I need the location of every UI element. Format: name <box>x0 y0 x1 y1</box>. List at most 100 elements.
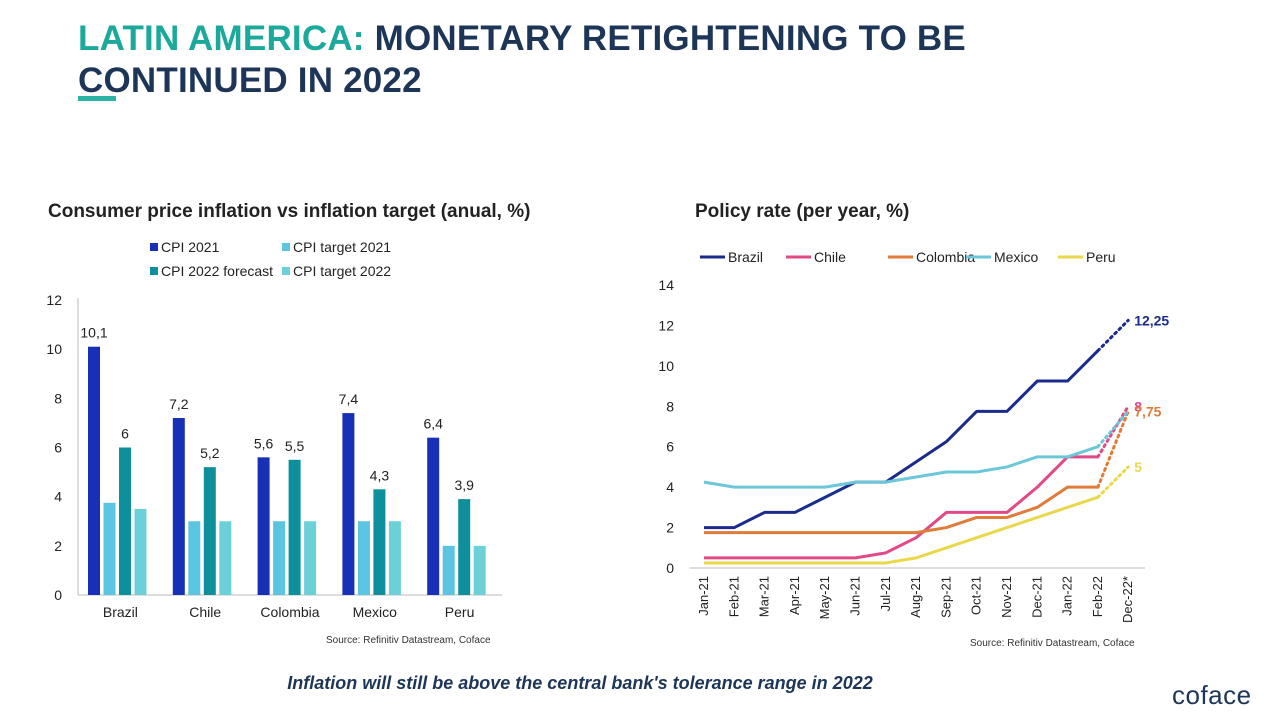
y-tick-label: 6 <box>666 439 674 455</box>
legend-label-peru: Peru <box>1086 249 1116 265</box>
x-tick-label-peru: Peru <box>445 604 475 620</box>
end-label-chile: 8 <box>1134 398 1142 414</box>
bar-mexico-cpi-2021 <box>342 413 355 595</box>
x-tick-label-apr-21: Apr-21 <box>787 576 802 615</box>
legend-swatch-cpi-2022-forecast <box>150 267 158 275</box>
bar-colombia-cpi-2021 <box>257 457 270 595</box>
bar-peru-cpi-target-2021 <box>442 545 455 595</box>
right-chart-title: Policy rate (per year, %) <box>695 201 910 222</box>
series-line-colombia <box>704 485 1098 535</box>
end-label-peru: 5 <box>1134 459 1142 475</box>
title-underline <box>78 96 116 101</box>
bar-brazil-cpi-2022-forecast <box>119 447 131 595</box>
x-tick-label-may-21: May-21 <box>817 576 832 619</box>
x-tick-label-mexico: Mexico <box>353 604 398 620</box>
bar-brazil-cpi-target-2021 <box>103 502 116 595</box>
y-tick-label: 6 <box>54 440 62 456</box>
legend-label-chile: Chile <box>814 249 846 265</box>
x-tick-label-feb-22: Feb-22 <box>1090 576 1105 617</box>
bar-brazil-cpi-target-2022 <box>134 508 147 595</box>
bar-colombia-cpi-2022-forecast <box>288 459 301 595</box>
legend-swatch-cpi-target-2022 <box>282 267 290 275</box>
x-tick-label-dec-22: Dec-22* <box>1120 576 1135 623</box>
y-tick-label: 10 <box>46 341 62 357</box>
data-label-chile-cpi-2022-forecast: 5,2 <box>200 445 220 461</box>
forecast-line-chile <box>1096 404 1130 459</box>
x-tick-label-feb-21: Feb-21 <box>726 576 741 617</box>
series-line-peru <box>704 495 1099 565</box>
y-tick-label: 4 <box>666 479 674 495</box>
legend-label-mexico: Mexico <box>994 249 1039 265</box>
data-label-peru-cpi-2021: 6,4 <box>423 416 443 432</box>
x-tick-label-colombia: Colombia <box>260 604 319 620</box>
bar-peru-cpi-2021 <box>427 437 440 595</box>
forecast-line-brazil <box>1096 318 1130 353</box>
data-label-chile-cpi-2021: 7,2 <box>169 396 189 412</box>
series-line-mexico <box>703 445 1099 489</box>
x-tick-label-oct-21: Oct-21 <box>969 576 984 615</box>
x-tick-label-aug-21: Aug-21 <box>908 576 923 618</box>
x-tick-label-jan-21: Jan-21 <box>696 576 711 616</box>
y-tick-label: 12 <box>658 317 674 333</box>
left-chart-source: Source: Refinitiv Datastream, Coface <box>326 635 491 646</box>
legend-label-cpi-target-2021: CPI target 2021 <box>293 239 391 255</box>
legend-label-cpi-2021: CPI 2021 <box>161 239 220 255</box>
legend-label-cpi-2022-forecast: CPI 2022 forecast <box>161 263 273 279</box>
series-line-chile <box>704 455 1098 560</box>
bar-peru-cpi-target-2022 <box>473 545 486 595</box>
x-tick-label-jan-22: Jan-22 <box>1060 576 1075 616</box>
y-tick-label: 4 <box>54 489 62 505</box>
x-tick-label-nov-21: Nov-21 <box>999 576 1014 618</box>
bar-mexico-cpi-target-2021 <box>357 521 370 595</box>
x-tick-label-mar-21: Mar-21 <box>757 576 772 617</box>
left-chart-title: Consumer price inflation vs inflation ta… <box>48 201 531 222</box>
bar-chile-cpi-target-2022 <box>219 521 232 595</box>
legend-label-colombia: Colombia <box>916 249 975 265</box>
data-label-mexico-cpi-2022-forecast: 4,3 <box>370 467 390 483</box>
forecast-line-mexico <box>1096 409 1130 449</box>
right-chart-source: Source: Refinitiv Datastream, Coface <box>970 638 1135 649</box>
y-tick-label: 8 <box>54 390 62 406</box>
bar-chile-cpi-2021 <box>172 418 185 595</box>
data-label-brazil-cpi-2021: 10,1 <box>80 325 107 341</box>
x-tick-label-chile: Chile <box>189 604 221 620</box>
x-tick-label-jul-21: Jul-21 <box>878 576 893 611</box>
legend-label-brazil: Brazil <box>728 249 763 265</box>
bar-mexico-cpi-target-2022 <box>388 521 401 595</box>
end-label-brazil: 12,25 <box>1134 312 1169 328</box>
data-label-mexico-cpi-2021: 7,4 <box>339 391 359 407</box>
bar-chile-cpi-target-2021 <box>188 521 201 595</box>
y-tick-label: 2 <box>54 538 62 554</box>
y-tick-label: 10 <box>658 358 674 374</box>
y-tick-label: 12 <box>46 292 62 308</box>
bar-chile-cpi-2022-forecast <box>203 467 216 595</box>
data-label-colombia-cpi-2021: 5,6 <box>254 435 274 451</box>
legend-swatch-cpi-2021 <box>150 243 158 251</box>
y-tick-label: 14 <box>658 277 674 293</box>
y-tick-label: 8 <box>666 398 674 414</box>
x-tick-label-dec-21: Dec-21 <box>1029 576 1044 618</box>
forecast-line-peru <box>1096 465 1130 499</box>
legend-label-cpi-target-2022: CPI target 2022 <box>293 263 391 279</box>
bar-colombia-cpi-target-2021 <box>273 521 286 595</box>
data-label-colombia-cpi-2022-forecast: 5,5 <box>285 438 305 454</box>
bar-peru-cpi-2022-forecast <box>458 499 471 595</box>
y-tick-label: 0 <box>54 587 62 603</box>
y-tick-label: 0 <box>666 560 674 576</box>
series-line-brazil <box>704 349 1099 530</box>
x-tick-label-jun-21: Jun-21 <box>848 576 863 616</box>
inflation-bar-chart: CPI 2021 CPI target 2021 CPI 2022 forecast… <box>46 239 502 620</box>
footer-note: Inflation will still be above the centra… <box>287 673 873 693</box>
y-tick-label: 2 <box>666 520 674 536</box>
bar-brazil-cpi-2021 <box>88 346 100 595</box>
coface-logo: coface <box>1172 680 1252 710</box>
page-title: LATIN AMERICA: MONETARY RETIGHTENING TO … <box>78 18 1178 102</box>
bar-mexico-cpi-2022-forecast <box>373 489 386 595</box>
data-label-brazil-cpi-2022-forecast: 6 <box>121 426 129 442</box>
end-label-colombia: 7,75 <box>1134 403 1161 419</box>
x-tick-label-sep-21: Sep-21 <box>938 576 953 618</box>
forecast-line-colombia <box>1096 409 1130 489</box>
legend-swatch-cpi-target-2021 <box>282 243 290 251</box>
data-label-peru-cpi-2022-forecast: 3,9 <box>454 477 474 493</box>
title-rest: MONETARY RETIGHTENING TO BE CONTINUED IN… <box>78 19 966 100</box>
